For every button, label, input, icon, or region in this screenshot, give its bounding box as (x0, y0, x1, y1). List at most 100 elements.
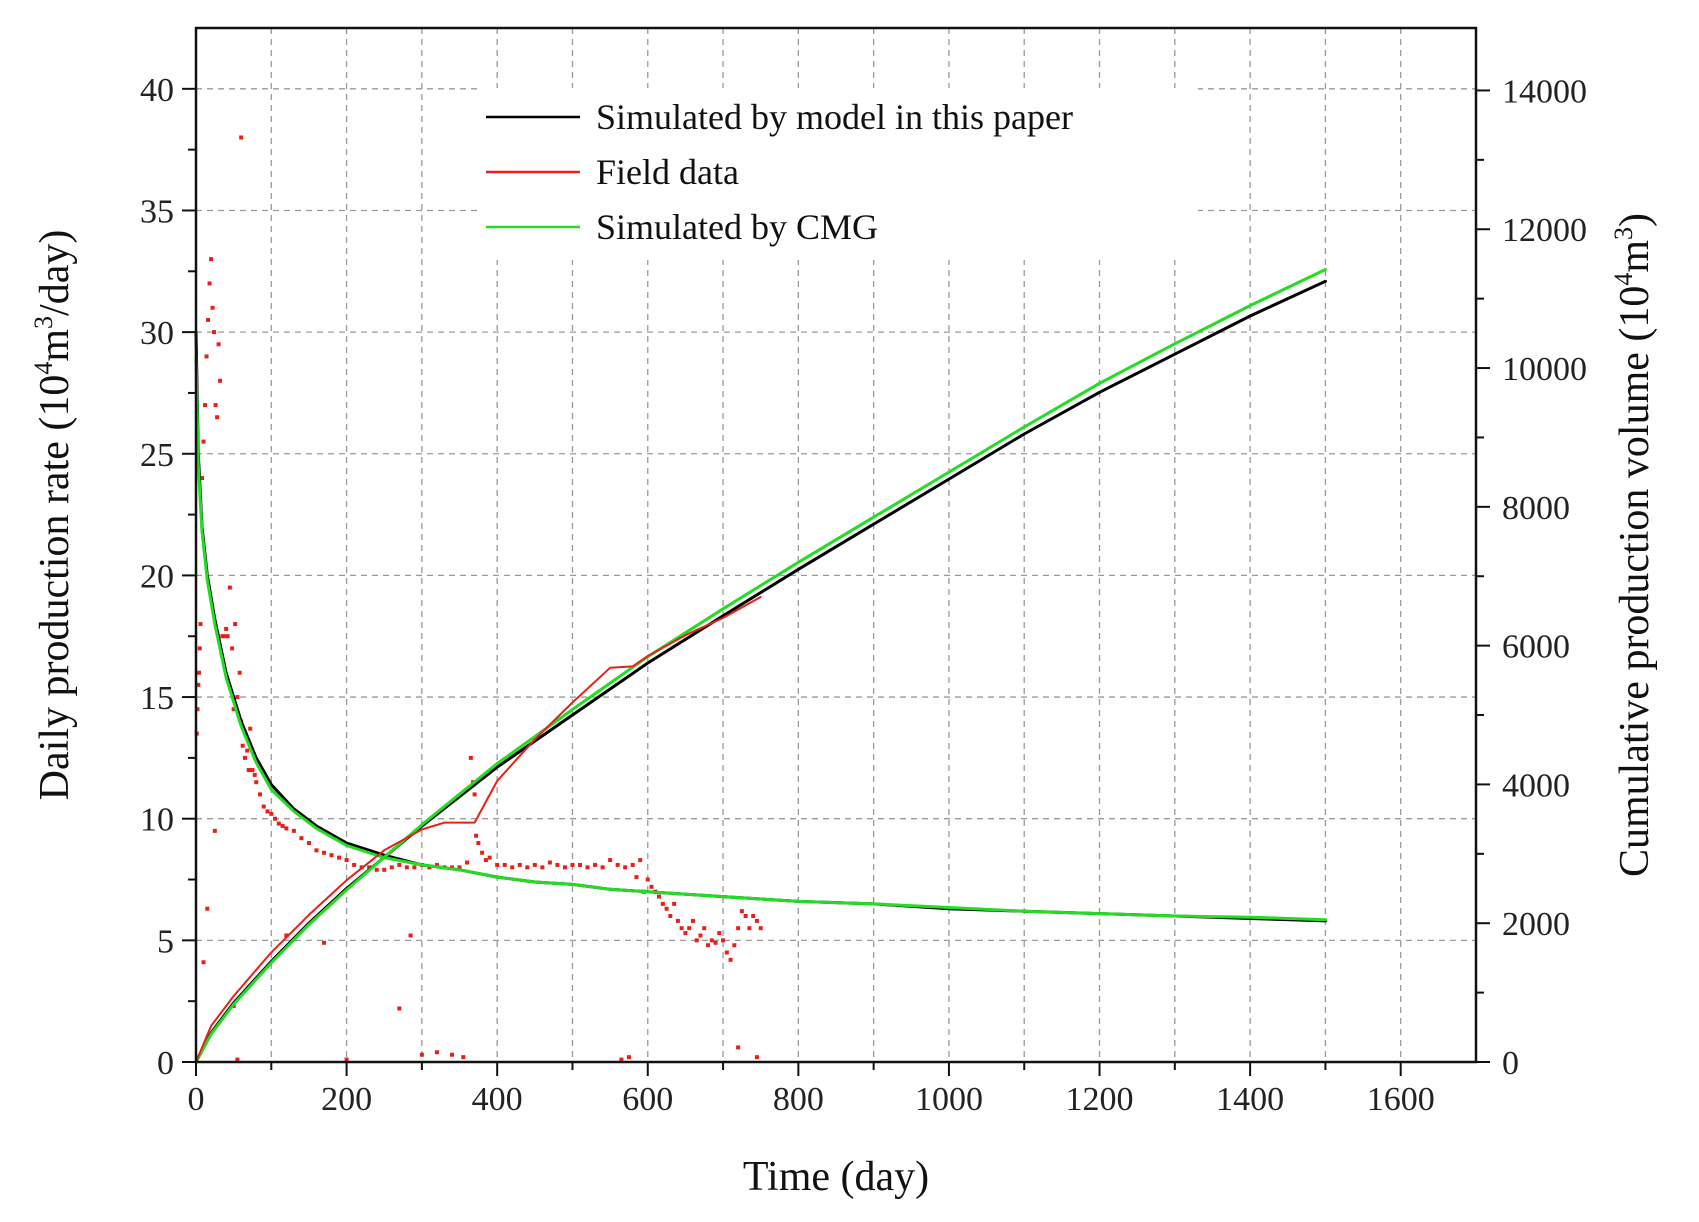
field-data-point (743, 914, 748, 919)
field-data-point (276, 821, 281, 826)
field-data-point (739, 909, 744, 914)
y-axis-title-sup1: 4 (29, 362, 58, 375)
field-data-point (197, 646, 202, 651)
field-data-point (657, 894, 662, 899)
field-data-point (344, 1057, 349, 1062)
field-data-point (205, 906, 210, 911)
field-data-point (474, 833, 479, 838)
field-data-point (562, 865, 567, 870)
field-data-point (197, 670, 202, 675)
field-data-point (645, 877, 650, 882)
field-data-point (457, 865, 462, 870)
field-data-point (540, 865, 545, 870)
field-data-point (608, 858, 613, 863)
field-data-point (329, 853, 334, 858)
field-data-point (367, 865, 372, 870)
field-data-point (728, 957, 733, 962)
y-axis-title: Daily production rate (104m3/day) (29, 230, 78, 801)
y2-axis-title-prefix: Cumulative production volume (10 (1612, 286, 1658, 877)
y-tick-label: 30 (140, 315, 174, 352)
field-data-point (736, 1045, 741, 1050)
field-data-point (201, 439, 206, 444)
field-data-point (207, 281, 212, 286)
field-data-point (698, 933, 703, 938)
field-data-point (299, 836, 304, 841)
field-data-point (593, 862, 598, 867)
field-data-point (210, 305, 215, 310)
field-data-point (269, 811, 274, 816)
field-data-point (322, 940, 326, 945)
field-data-point (291, 828, 296, 833)
axes (194, 26, 1478, 1064)
field-data-point (570, 862, 575, 867)
y2-tick-label: 10000 (1502, 351, 1587, 388)
field-data-point (687, 926, 692, 931)
y2-tick-label: 6000 (1502, 629, 1570, 666)
field-data-point (252, 772, 257, 777)
tick-labels: 0 200 400 600 800 1000 1200 1400 160005101520253… (140, 72, 1587, 1118)
y-axis-title-prefix: Daily production rate (10 (32, 375, 78, 801)
field-data-point (280, 824, 285, 829)
field-data-point (239, 135, 244, 140)
field-data-point (233, 622, 238, 627)
y-axis-title-suffix: /day) (32, 230, 78, 316)
field-data-point (754, 1055, 759, 1060)
field-data-point (706, 943, 710, 948)
field-data-point (754, 918, 759, 923)
field-data-point (626, 1055, 631, 1060)
y2-tick-label: 4000 (1502, 767, 1570, 804)
field-data-point (717, 931, 722, 936)
field-data-point (404, 865, 409, 870)
field-data-point (638, 858, 643, 863)
legend-label-model: Simulated by model in this paper (596, 97, 1073, 137)
field-data-point (284, 933, 289, 938)
field-data-point (248, 726, 253, 731)
field-data-point (397, 862, 402, 867)
field-data-point (532, 862, 537, 867)
y-tick-label: 20 (140, 558, 174, 595)
field-data-point (480, 850, 485, 855)
field-data-point (483, 858, 488, 863)
y2-axis-title-sup1: 4 (1609, 273, 1638, 286)
field-data-point (668, 914, 673, 919)
field-data-point (224, 626, 229, 631)
field-data-point (222, 634, 227, 639)
field-data-point (206, 317, 211, 322)
y-tick-label: 35 (140, 193, 174, 230)
y2-axis-title-sup2: 3 (1609, 227, 1638, 240)
x-tick-label: 1400 (1216, 1081, 1284, 1118)
y2-tick-label: 14000 (1502, 73, 1587, 110)
field-data-point (209, 257, 214, 262)
field-data-point (382, 867, 387, 872)
field-data-point (525, 865, 530, 870)
field-data-point (649, 884, 654, 889)
series-line-field-data-cumulative (195, 596, 762, 1063)
x-tick-label: 800 (773, 1081, 824, 1118)
y-tick-label: 5 (157, 923, 174, 960)
field-data-point (683, 931, 688, 936)
y2-axis-title-mid: m (1612, 240, 1658, 273)
field-data-point (273, 816, 278, 821)
x-tick-label: 600 (622, 1081, 673, 1118)
series-layer (194, 135, 1327, 1064)
field-data-point (225, 634, 230, 639)
field-data-point (758, 926, 763, 931)
field-data-point (465, 860, 470, 865)
field-data-point (732, 943, 737, 948)
field-data-point (322, 850, 326, 855)
legend-label-field: Field data (596, 152, 739, 192)
field-data-point (472, 792, 477, 797)
field-data-point (237, 670, 242, 675)
field-data-point (203, 403, 208, 408)
field-data-point (679, 926, 684, 931)
field-data-point (397, 1006, 402, 1011)
field-data-point (664, 906, 669, 911)
y2-tick-label: 8000 (1502, 490, 1570, 527)
field-data-point (517, 862, 522, 867)
y2-tick-label: 0 (1502, 1045, 1519, 1082)
field-data-point (240, 743, 245, 748)
field-data-point (690, 918, 695, 923)
field-data-point (212, 330, 217, 335)
field-data-point (736, 926, 741, 931)
field-data-point (242, 755, 247, 760)
